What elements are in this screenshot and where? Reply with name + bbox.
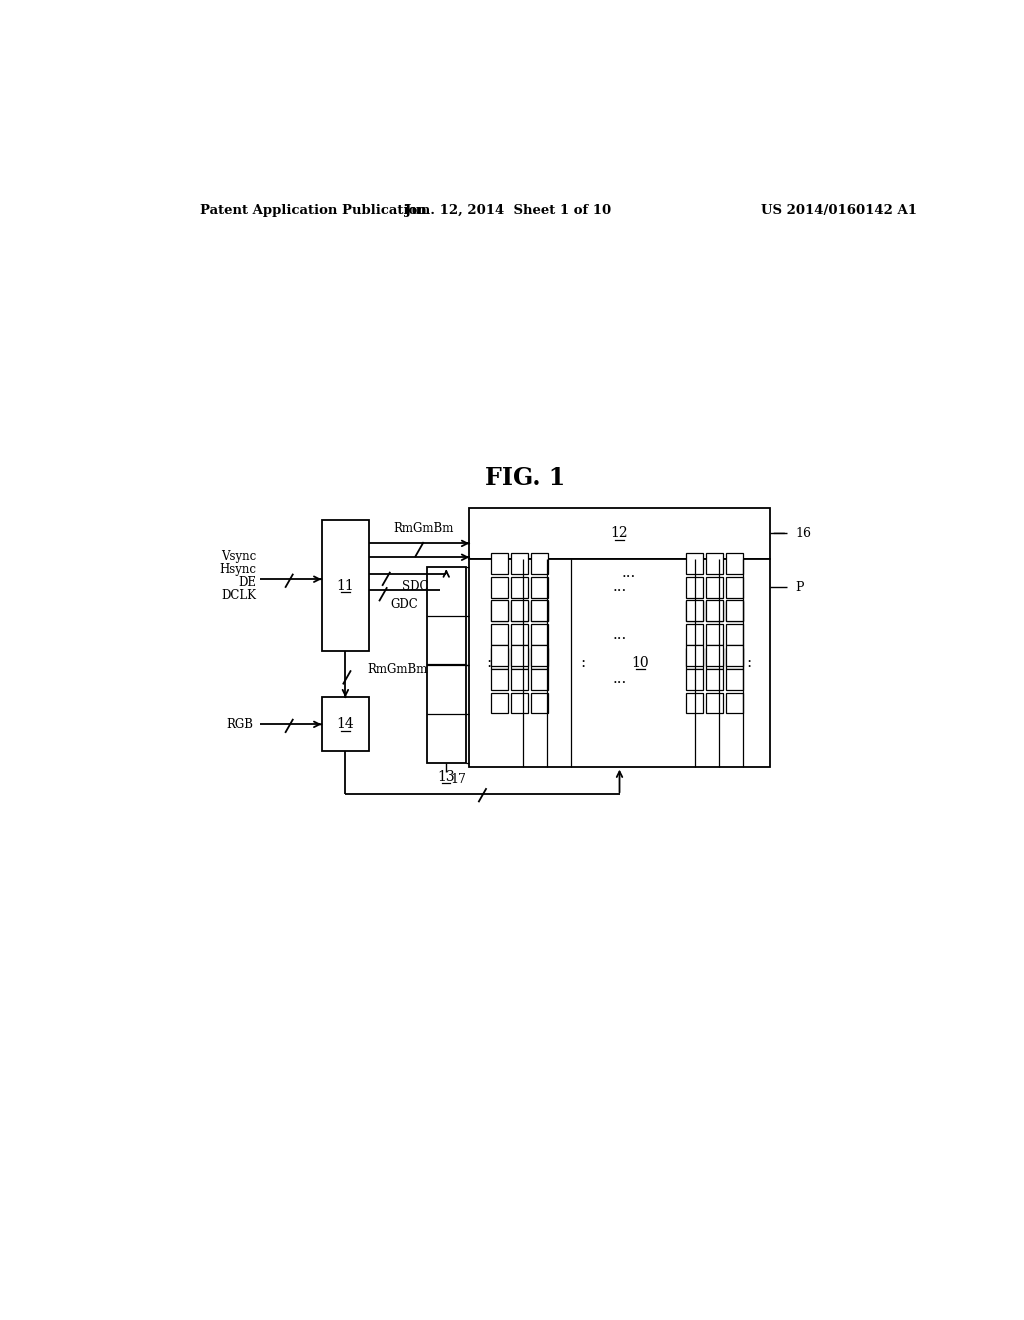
Bar — [511, 645, 528, 665]
Bar — [469, 508, 770, 558]
Bar — [706, 648, 723, 669]
Bar — [511, 601, 528, 622]
Bar — [322, 520, 370, 651]
Text: :: : — [746, 656, 752, 669]
Bar — [531, 601, 548, 622]
Text: DCLK: DCLK — [221, 589, 256, 602]
Bar — [686, 624, 702, 645]
Text: RmGmBm: RmGmBm — [393, 521, 454, 535]
Bar — [531, 553, 548, 574]
Text: Patent Application Publication: Patent Application Publication — [200, 205, 427, 218]
Text: P: P — [795, 581, 804, 594]
Bar — [686, 693, 702, 714]
Bar — [726, 624, 742, 645]
Bar — [686, 669, 702, 689]
Text: RmGmBm: RmGmBm — [367, 663, 427, 676]
Bar — [531, 601, 548, 622]
Bar — [706, 601, 723, 622]
Text: GDC: GDC — [391, 598, 419, 611]
Bar — [511, 669, 528, 689]
Bar — [726, 601, 742, 622]
Bar — [726, 553, 742, 574]
Bar — [686, 553, 702, 574]
Bar — [490, 693, 508, 714]
Text: :: : — [581, 656, 586, 669]
Text: Hsync: Hsync — [219, 562, 256, 576]
Text: 13: 13 — [437, 770, 455, 784]
Bar — [469, 558, 770, 767]
Bar — [726, 693, 742, 714]
Bar — [531, 648, 548, 669]
Text: ...: ... — [612, 628, 627, 642]
Bar — [531, 624, 548, 645]
Text: 10: 10 — [632, 656, 649, 669]
Bar — [511, 624, 528, 645]
Bar — [490, 645, 508, 665]
Bar — [511, 693, 528, 714]
Bar — [531, 645, 548, 665]
Bar — [726, 648, 742, 669]
Text: SDC: SDC — [401, 579, 428, 593]
Bar — [726, 601, 742, 622]
Bar — [490, 553, 508, 574]
Text: DE: DE — [238, 576, 256, 589]
Text: 12: 12 — [610, 527, 629, 540]
Bar — [726, 669, 742, 689]
Text: US 2014/0160142 A1: US 2014/0160142 A1 — [761, 205, 916, 218]
Bar — [490, 577, 508, 598]
Bar — [706, 693, 723, 714]
Bar — [531, 693, 548, 714]
Text: 11: 11 — [337, 578, 354, 593]
Bar — [706, 624, 723, 645]
Text: :: : — [486, 656, 492, 669]
Bar — [686, 601, 702, 622]
Text: 14: 14 — [337, 717, 354, 731]
Bar — [686, 648, 702, 669]
Bar — [511, 601, 528, 622]
Text: FIG. 1: FIG. 1 — [484, 466, 565, 490]
Bar — [706, 645, 723, 665]
Bar — [531, 577, 548, 598]
Bar — [490, 601, 508, 622]
Bar — [531, 669, 548, 689]
Text: ...: ... — [622, 566, 636, 579]
Text: ...: ... — [612, 581, 627, 594]
Bar — [322, 697, 370, 751]
Text: RGB: RGB — [226, 718, 254, 731]
Text: Vsync: Vsync — [221, 549, 256, 562]
Bar — [490, 648, 508, 669]
Text: 16: 16 — [795, 527, 811, 540]
Bar — [706, 577, 723, 598]
Text: ...: ... — [612, 672, 627, 686]
Bar — [726, 645, 742, 665]
Bar — [511, 553, 528, 574]
Bar — [726, 577, 742, 598]
Bar — [511, 577, 528, 598]
Bar — [490, 624, 508, 645]
Bar — [686, 577, 702, 598]
Text: 17: 17 — [451, 774, 466, 787]
Bar — [427, 566, 466, 763]
Bar — [686, 645, 702, 665]
Bar — [706, 601, 723, 622]
Bar — [490, 601, 508, 622]
Bar — [706, 553, 723, 574]
Text: Jun. 12, 2014  Sheet 1 of 10: Jun. 12, 2014 Sheet 1 of 10 — [404, 205, 611, 218]
Bar — [511, 648, 528, 669]
Bar — [706, 669, 723, 689]
Bar — [686, 601, 702, 622]
Bar — [490, 669, 508, 689]
